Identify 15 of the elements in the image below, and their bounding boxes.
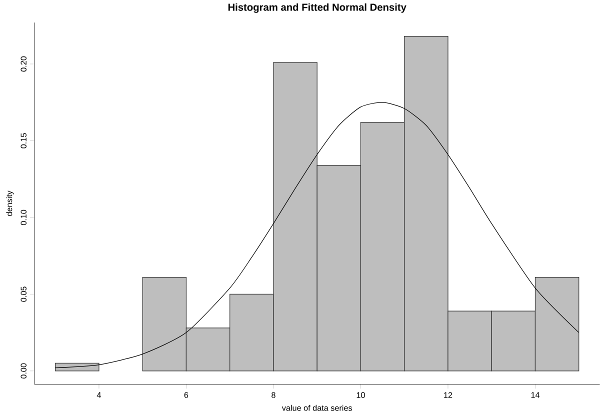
y-tick-label: 0.05 <box>20 286 26 302</box>
x-tick-label: 12 <box>444 392 452 398</box>
chart-title: Histogram and Fitted Normal Density <box>228 3 406 13</box>
y-tick-label: 0.10 <box>20 210 26 225</box>
x-tick-label: 10 <box>356 392 365 398</box>
x-tick-label: 4 <box>96 392 101 398</box>
x-tick-label: 6 <box>184 392 188 398</box>
y-axis-title: density <box>6 190 14 216</box>
y-tick-label: 0.20 <box>20 56 26 72</box>
y-tick-label: 0.15 <box>20 133 26 148</box>
y-tick-label: 0.00 <box>20 363 26 378</box>
x-axis-title: value of data series <box>282 404 352 411</box>
x-tick-label: 8 <box>272 392 276 398</box>
line-series <box>55 102 580 368</box>
x-tick-label: 14 <box>531 392 540 398</box>
